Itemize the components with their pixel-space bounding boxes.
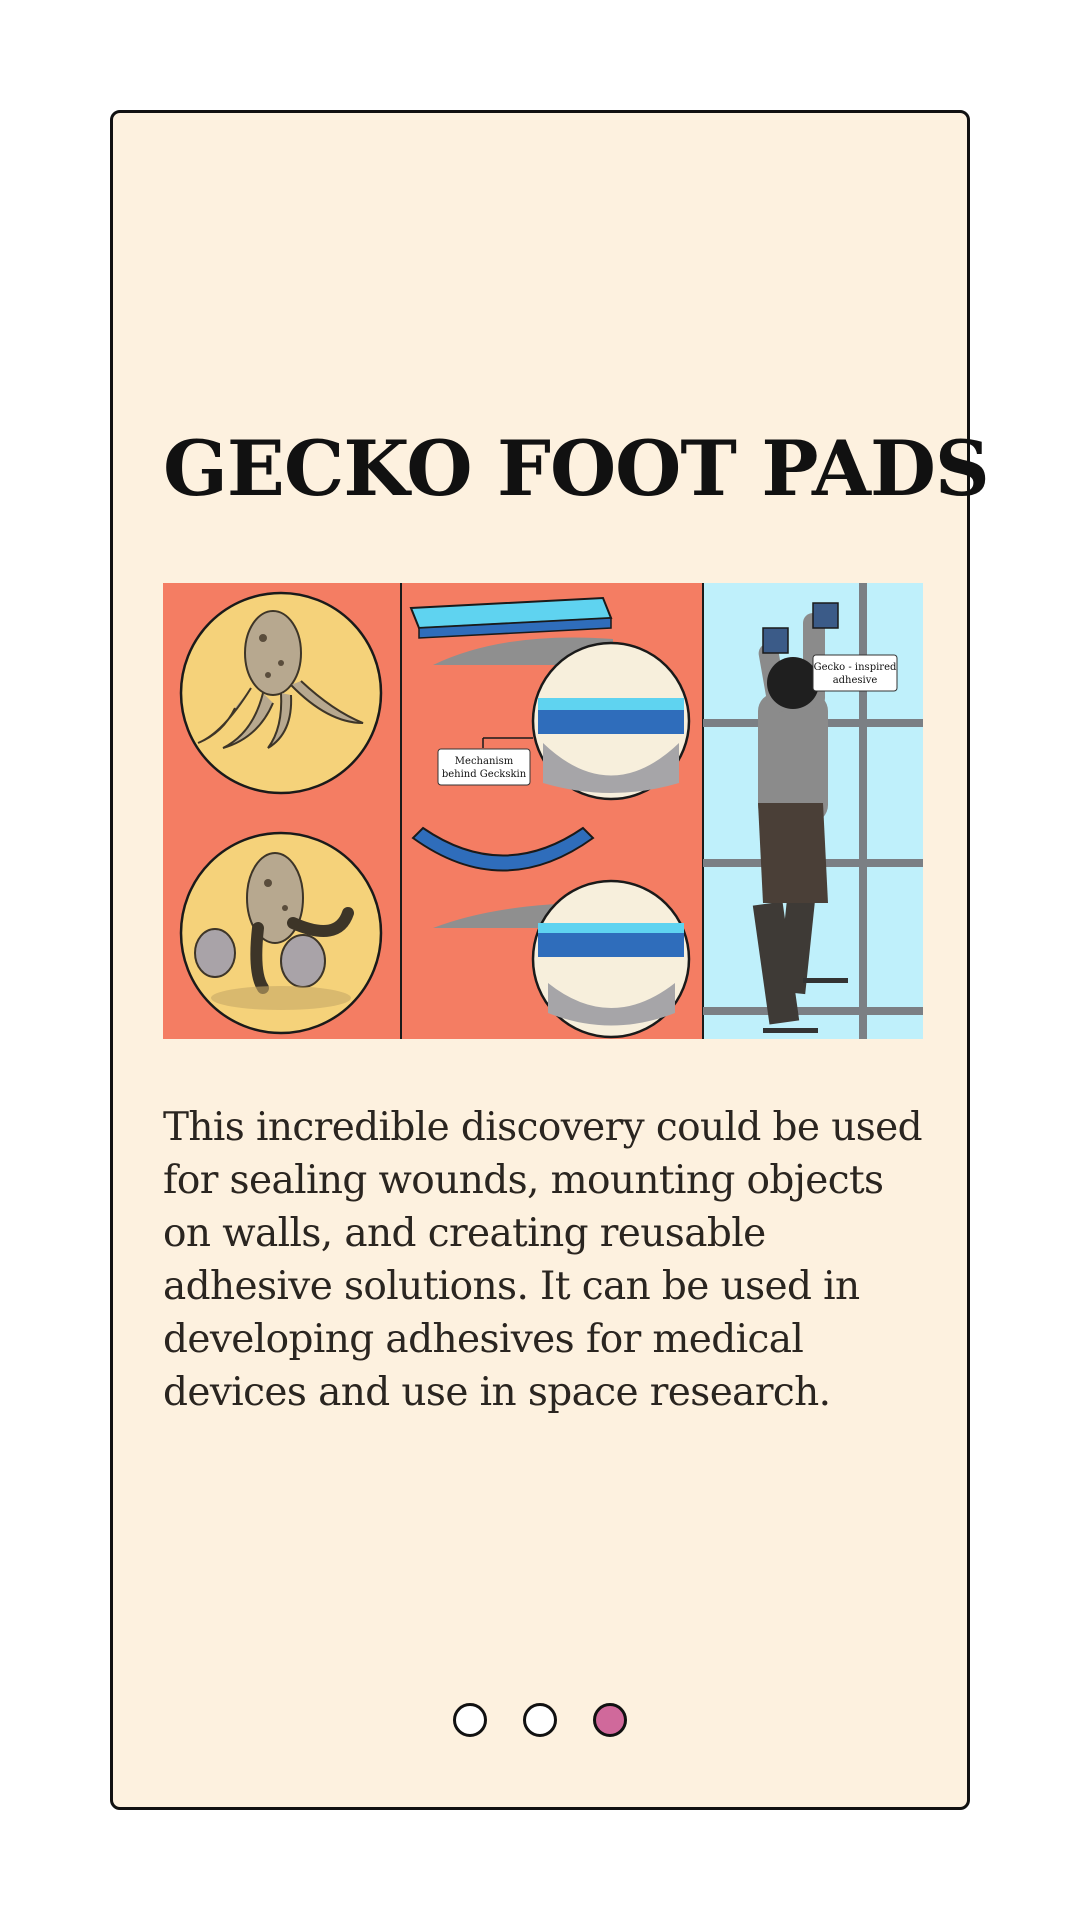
gecko-foot-top — [179, 591, 383, 795]
mechanism-top: Mechanism behind Geckskin — [409, 596, 691, 801]
slide-body: This incredible discovery could be used … — [163, 1105, 923, 1415]
slide-title: GECKO FOOT PADS — [163, 424, 990, 513]
gecko-illustration: Mechanism behind Geckskin — [163, 583, 923, 1039]
gecko-foot-bottom — [179, 831, 383, 1035]
callout-adhesive: Gecko - inspired adhesive — [812, 654, 898, 692]
climber-figure — [752, 602, 848, 1033]
pagination-dot-2[interactable] — [523, 1703, 557, 1737]
callout-mechanism-line1: Mechanism — [455, 756, 514, 767]
callout-adhesive-line1: Gecko - inspired — [814, 662, 897, 673]
pagination-dot-3[interactable] — [593, 1703, 627, 1737]
callout-mechanism-line2: behind Geckskin — [442, 769, 527, 780]
onboarding-card: GECKO FOOT PADS — [110, 110, 990, 1810]
pagination-dot-1[interactable] — [453, 1703, 487, 1737]
callout-adhesive-line2: adhesive — [833, 675, 878, 686]
mechanism-bottom — [411, 826, 691, 1039]
pagination-dots — [113, 1703, 967, 1737]
